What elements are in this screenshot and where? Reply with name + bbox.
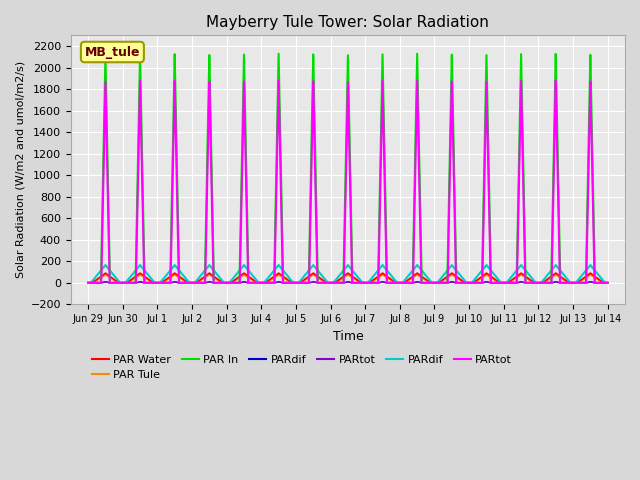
Legend: PAR Water, PAR Tule, PAR In, PARdif, PARtot, PARdif, PARtot: PAR Water, PAR Tule, PAR In, PARdif, PAR…: [88, 350, 516, 385]
X-axis label: Time: Time: [333, 330, 364, 343]
Y-axis label: Solar Radiation (W/m2 and umol/m2/s): Solar Radiation (W/m2 and umol/m2/s): [15, 61, 25, 278]
Title: Mayberry Tule Tower: Solar Radiation: Mayberry Tule Tower: Solar Radiation: [207, 15, 490, 30]
Text: MB_tule: MB_tule: [84, 46, 140, 59]
